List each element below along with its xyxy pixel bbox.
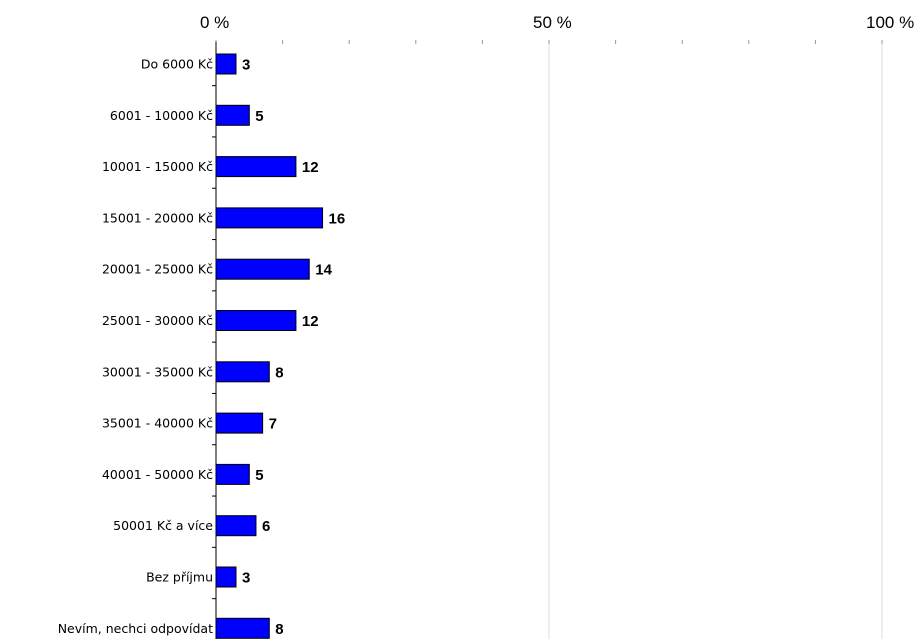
bar bbox=[215, 53, 237, 75]
data-label: 5 bbox=[255, 467, 263, 484]
data-label: 8 bbox=[275, 621, 283, 638]
x-axis-ticks: 0 % 50 % 100 % bbox=[200, 13, 914, 44]
data-label: 14 bbox=[315, 262, 332, 279]
bar bbox=[215, 207, 324, 229]
data-label: 12 bbox=[302, 313, 319, 330]
data-label: 3 bbox=[242, 570, 250, 587]
bar bbox=[215, 566, 237, 588]
category-label: 15001 - 20000 Kč bbox=[102, 210, 213, 225]
labels: Do 6000 Kč 3 6001 - 10000 Kč 5 10001 - 15000… bbox=[58, 57, 346, 638]
bar bbox=[215, 361, 270, 383]
data-label: 5 bbox=[255, 108, 263, 125]
data-label: 3 bbox=[242, 57, 250, 74]
bar bbox=[215, 104, 250, 126]
y-axis bbox=[212, 42, 217, 639]
category-label: Bez příjmu bbox=[146, 570, 213, 585]
bar bbox=[215, 463, 250, 485]
x-tick-label: 50 % bbox=[533, 13, 572, 32]
data-label: 12 bbox=[302, 159, 319, 176]
category-label: 35001 - 40000 Kč bbox=[102, 416, 213, 431]
data-label: 8 bbox=[275, 364, 283, 381]
bar bbox=[215, 310, 297, 331]
data-label: 16 bbox=[329, 210, 346, 227]
bar bbox=[215, 156, 297, 178]
category-label: Nevím, nechci odpovídat bbox=[58, 621, 213, 636]
bar bbox=[215, 515, 257, 537]
data-label: 7 bbox=[269, 416, 277, 433]
bar bbox=[215, 617, 270, 639]
category-label: Do 6000 Kč bbox=[141, 57, 213, 72]
category-label: 10001 - 15000 Kč bbox=[102, 159, 213, 174]
x-tick-label: 100 % bbox=[866, 13, 914, 32]
bar bbox=[215, 258, 310, 280]
x-tick-label: 0 % bbox=[200, 13, 229, 32]
category-label: 20001 - 25000 Kč bbox=[102, 262, 213, 277]
category-label: 40001 - 50000 Kč bbox=[102, 467, 213, 482]
bars bbox=[215, 53, 324, 639]
category-label: 50001 Kč a více bbox=[113, 518, 213, 533]
grid-layer bbox=[548, 42, 883, 639]
data-label: 6 bbox=[262, 518, 270, 535]
bar bbox=[215, 412, 264, 434]
category-label: 6001 - 10000 Kč bbox=[110, 108, 213, 123]
category-label: 30001 - 35000 Kč bbox=[102, 364, 213, 379]
category-label: 25001 - 30000 Kč bbox=[102, 313, 213, 328]
